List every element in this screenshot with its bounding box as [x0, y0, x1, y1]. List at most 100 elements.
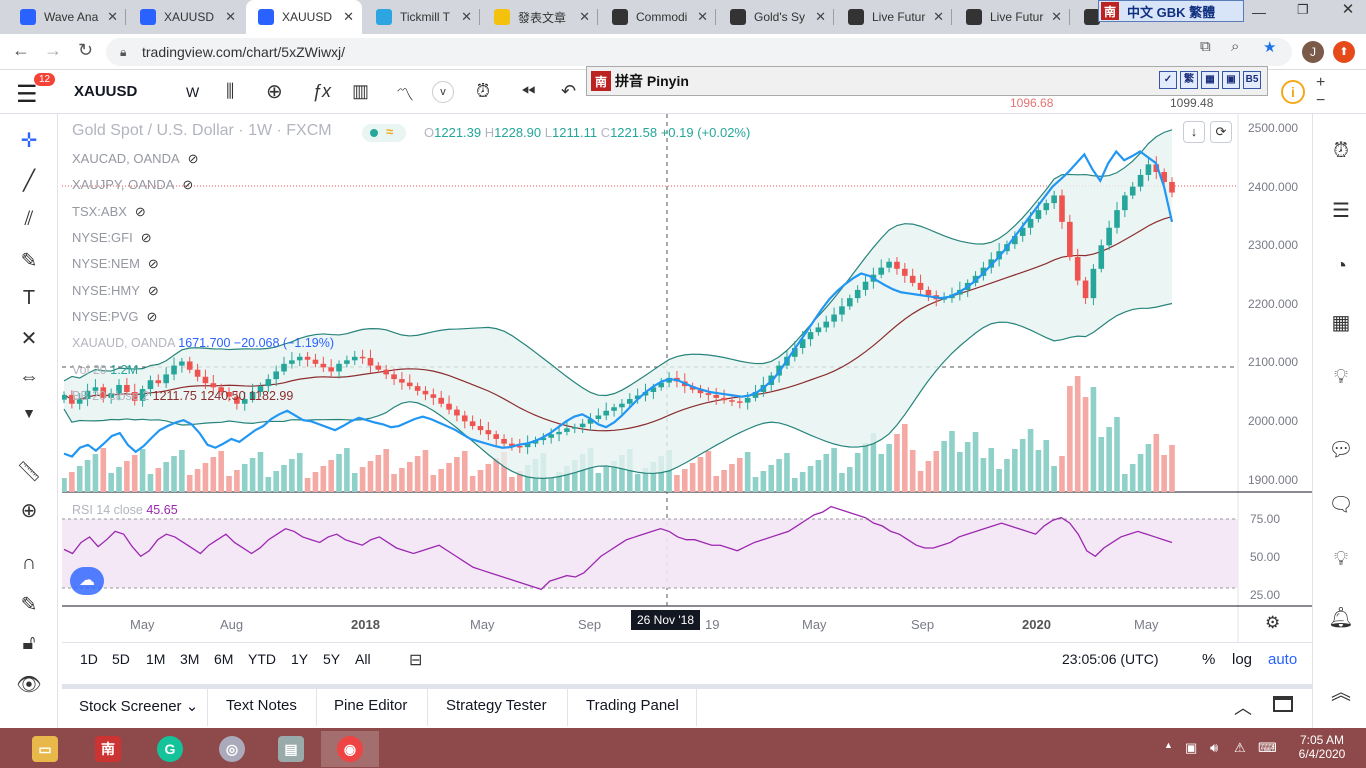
panel-tab[interactable]: Trading Panel: [586, 697, 679, 714]
tray-keyboard-icon[interactable]: ⌨: [1258, 740, 1277, 755]
more-tools-chevron-icon[interactable]: ▼: [22, 405, 36, 421]
utc-clock[interactable]: 23:05:06 (UTC): [1062, 651, 1159, 667]
compare-symbol-item[interactable]: NYSE:NEM ⊘: [72, 256, 159, 272]
browser-tab[interactable]: [1072, 0, 1102, 34]
range-button[interactable]: 5D: [112, 651, 130, 667]
range-button[interactable]: 5Y: [323, 651, 341, 667]
text-tool-icon[interactable]: T: [22, 287, 36, 309]
candles-chart-type-icon[interactable]: ⫼: [226, 81, 235, 101]
tray-expand-icon[interactable]: ▲: [1164, 740, 1173, 750]
compare-symbol-item[interactable]: XAUCAD, OANDA ⊘: [72, 151, 199, 167]
panel-tab[interactable]: Pine Editor: [334, 697, 408, 714]
taskbar-chrome-inactive[interactable]: ◎: [203, 731, 261, 767]
tray-volume-icon[interactable]: 🔊︎: [1210, 740, 1219, 755]
fib-tool-icon[interactable]: ⫽: [24, 208, 34, 230]
browser-tab[interactable]: 發表文章 ✕: [482, 0, 598, 34]
taskbar-grammarly[interactable]: G: [141, 731, 199, 767]
tab-close-icon[interactable]: ✕: [815, 9, 826, 24]
ime-language-bar[interactable]: 南 中文 GBK 繁體: [1098, 0, 1244, 22]
chart-svg[interactable]: [62, 114, 1312, 642]
info-icon[interactable]: i: [1281, 80, 1305, 104]
undo-icon[interactable]: ↶: [561, 81, 577, 101]
reset-chart-button[interactable]: ⟳: [1210, 121, 1232, 143]
pattern-tool-icon[interactable]: ✕: [20, 328, 38, 350]
financials-icon[interactable]: ▥: [352, 81, 370, 101]
browser-tab[interactable]: Live Futur ✕: [954, 0, 1070, 34]
address-bar[interactable]: 🔒︎ tradingview.com/chart/5xZWiwxj/: [106, 38, 1292, 66]
compare-symbol-item[interactable]: XAUJPY, OANDA ⊘: [72, 177, 193, 193]
ruler-icon[interactable]: 📏︎: [16, 461, 42, 483]
compare-symbol-item[interactable]: NYSE:PVG ⊘: [72, 309, 157, 325]
forward-arrow-icon[interactable]: →: [44, 40, 62, 60]
browser-tab[interactable]: Live Futur ✕: [836, 0, 952, 34]
trend-line-icon[interactable]: ╱: [22, 170, 36, 192]
goto-date-icon[interactable]: ⊟: [409, 652, 423, 669]
prediction-tool-icon[interactable]: ⇔: [19, 366, 39, 388]
hidden-eye-icon[interactable]: ⊘: [140, 230, 152, 245]
compare-add-icon[interactable]: ⊕: [266, 81, 283, 103]
browser-tab[interactable]: XAUUSD ✕: [128, 0, 244, 34]
tradingview-logo[interactable]: ☁: [70, 567, 104, 595]
expand-panel-chevron-icon[interactable]: ︿: [1234, 698, 1252, 718]
hidden-eye-icon[interactable]: ⊘: [187, 151, 199, 166]
crosshair-icon[interactable]: ✛: [20, 130, 38, 152]
pinyin-ime-bar[interactable]: 南 拼音 Pinyin ✓ 繁 ▦ ▣ B5: [586, 66, 1268, 96]
menu-icon[interactable]: ☰: [16, 81, 38, 108]
ideas-bulb-icon[interactable]: 💡︎: [1334, 366, 1348, 388]
pinyin-option-button[interactable]: ✓: [1159, 71, 1177, 89]
tab-close-icon[interactable]: ✕: [933, 9, 944, 24]
pinyin-option-button[interactable]: ▣: [1222, 71, 1240, 89]
taskbar-notes[interactable]: ▤: [262, 731, 320, 767]
hidden-eye-icon[interactable]: ⊘: [147, 256, 159, 271]
percent-scale-toggle[interactable]: %: [1202, 651, 1216, 668]
compare-symbol-item[interactable]: NYSE:GFI ⊘: [72, 230, 152, 246]
compare-symbol-item[interactable]: NYSE:HMY ⊘: [72, 283, 159, 299]
tab-close-icon[interactable]: ✕: [343, 9, 354, 24]
calendar-icon[interactable]: ▦: [1331, 312, 1351, 334]
stay-drawing-icon[interactable]: ✎: [20, 594, 38, 616]
reload-icon[interactable]: ↻: [78, 40, 94, 60]
templates-icon[interactable]: 〽: [396, 85, 414, 105]
tray-network-icon[interactable]: ⚠: [1234, 740, 1246, 755]
compare-symbol-item[interactable]: TSX:ABX ⊘: [72, 204, 146, 220]
range-button[interactable]: 1Y: [291, 651, 309, 667]
pinyin-option-button[interactable]: B5: [1243, 71, 1261, 89]
browser-tab[interactable]: Commodi ✕: [600, 0, 716, 34]
tray-app-icon[interactable]: ▣: [1185, 740, 1198, 755]
data-window-icon[interactable]: ◔: [1334, 255, 1348, 277]
zoom-tool-icon[interactable]: ⊕: [20, 500, 38, 522]
alarm-clock-icon[interactable]: ⏰︎: [1333, 140, 1349, 162]
hidden-eye-icon[interactable]: ⊘: [147, 283, 159, 298]
range-button[interactable]: YTD: [248, 651, 276, 667]
chart-area[interactable]: [62, 114, 1312, 642]
hidden-eye-icon[interactable]: ⊘: [182, 177, 194, 192]
maximize-panel-icon[interactable]: [1273, 696, 1293, 712]
browser-tab[interactable]: Tickmill T ✕: [364, 0, 480, 34]
window-maximize-button[interactable]: ❐: [1297, 2, 1309, 17]
hidden-eye-icon[interactable]: ⊘: [134, 204, 146, 219]
rsi-legend[interactable]: RSI 14 close 45.65: [72, 503, 178, 517]
chart-settings-gear-icon[interactable]: ⚙: [1265, 613, 1281, 632]
alert-icon[interactable]: ⏰︎: [476, 81, 491, 101]
range-button[interactable]: 6M: [214, 651, 234, 667]
pinyin-option-button[interactable]: ▦: [1201, 71, 1219, 89]
tab-close-icon[interactable]: ✕: [579, 9, 590, 24]
chat-icon[interactable]: 💬︎: [1328, 439, 1354, 461]
tab-close-icon[interactable]: ✕: [1051, 9, 1062, 24]
hidden-eye-icon[interactable]: ⊘: [146, 309, 158, 324]
range-button[interactable]: 1M: [146, 651, 166, 667]
brush-icon[interactable]: ✎: [20, 250, 38, 272]
replay-icon[interactable]: ⏪︎: [521, 81, 536, 101]
zoom-in-icon[interactable]: +: [1316, 74, 1326, 91]
scroll-down-button[interactable]: ↓: [1183, 121, 1205, 143]
tab-close-icon[interactable]: ✕: [107, 9, 118, 24]
browser-tab[interactable]: Gold's Sy ✕: [718, 0, 834, 34]
tab-close-icon[interactable]: ✕: [461, 9, 472, 24]
range-button[interactable]: 1D: [80, 651, 98, 667]
profile-avatar[interactable]: J: [1302, 41, 1324, 63]
translate-icon[interactable]: ⧉: [1200, 38, 1211, 55]
volume-legend[interactable]: Vol 20 1.2M: [72, 363, 138, 377]
bb-legend[interactable]: BB 20 close 2 1211.75 1240.50 1182.99: [72, 389, 293, 403]
indicators-fx-icon[interactable]: ƒx: [312, 81, 332, 101]
taskbar-chrome-active[interactable]: ◉: [321, 731, 379, 767]
